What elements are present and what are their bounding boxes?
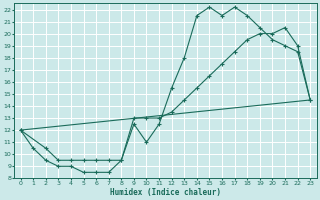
X-axis label: Humidex (Indice chaleur): Humidex (Indice chaleur)	[110, 188, 221, 197]
